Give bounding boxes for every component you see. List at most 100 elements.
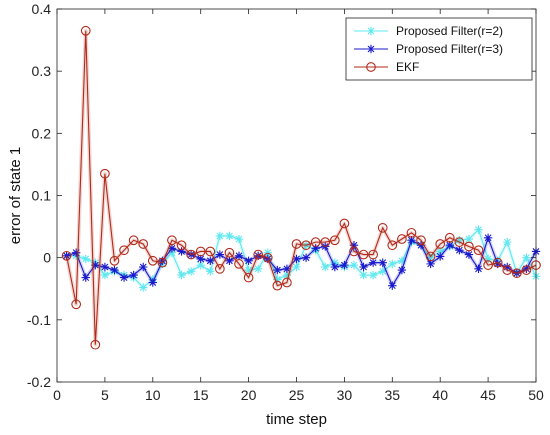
x-tick-label: 50 [528, 387, 544, 403]
legend: Proposed Filter(r=2) Proposed Filter(r=3)… [345, 17, 533, 81]
series-1-point [215, 231, 225, 241]
legend-item: EKF [354, 60, 419, 74]
series-3-point [291, 239, 302, 249]
series-3-point [329, 235, 340, 246]
series-2-point [225, 256, 234, 265]
series-3-point [349, 246, 359, 257]
series-3-point [492, 257, 503, 268]
series-3-point [377, 222, 388, 233]
series-3-point [205, 246, 216, 257]
series-2-point [464, 250, 474, 259]
series-3-point [147, 255, 158, 266]
series-3-point [234, 259, 244, 269]
series-1-point [436, 247, 445, 256]
series-1-point [263, 248, 272, 257]
series-3-point [320, 237, 331, 247]
series-2-point [301, 253, 311, 262]
x-tick-label: 0 [53, 387, 61, 403]
series-3-point [521, 265, 532, 275]
series-3-point [157, 257, 168, 268]
legend-label: Proposed Filter(r=2) [396, 24, 503, 38]
series-1-point [225, 231, 234, 241]
series-3-point [282, 277, 292, 288]
legend-swatch-marker [366, 62, 376, 72]
series-2-point [148, 278, 157, 287]
y-tick-label: 0.3 [32, 63, 52, 79]
series-2-point [292, 254, 301, 264]
x-tick-label: 30 [337, 387, 353, 403]
series-3-point [406, 227, 417, 238]
series-3-point [483, 260, 493, 270]
series-2-point [177, 247, 186, 256]
series-3-point [425, 251, 436, 262]
series-1-point [474, 225, 483, 234]
series-1-point [368, 270, 378, 280]
series-1-point [359, 270, 368, 280]
series-2-point [416, 241, 426, 250]
series-2-point [522, 264, 531, 274]
series-2-point [119, 273, 129, 282]
series-2-point [158, 256, 167, 265]
series-2-point [311, 244, 320, 253]
x-tick-label: 15 [193, 387, 209, 403]
series-2-point [129, 270, 138, 280]
series-3-point [339, 218, 350, 229]
legend-swatch-marker [366, 26, 376, 36]
series-2-point [378, 258, 387, 267]
x-tick-label: 35 [385, 387, 401, 403]
series-2-point [273, 265, 282, 275]
series-2-point [100, 262, 110, 272]
series-2-point [368, 258, 378, 267]
series-3-point [358, 249, 369, 260]
series-2-point [340, 260, 349, 270]
series-3 [61, 25, 541, 350]
y-tick-label: -0.1 [27, 312, 51, 328]
series-1-point [186, 267, 196, 276]
series-3-point [464, 241, 474, 252]
series-3-point [128, 235, 139, 246]
series-1-point [273, 275, 282, 284]
series-1-point [234, 234, 244, 244]
y-tick-label: 0 [43, 250, 51, 266]
series-2-point [445, 241, 454, 250]
x-tick-label: 25 [289, 387, 305, 403]
series-3-point [262, 252, 273, 263]
series-2-point [139, 262, 148, 272]
x-tick-label: 10 [145, 387, 161, 403]
series-2-point [455, 246, 464, 255]
legend-item: Proposed Filter(r=2) [354, 24, 503, 38]
series-3-point [90, 339, 101, 350]
series-2-point [81, 273, 90, 282]
ticks-layer: 0 5 10 15 20 25 30 35 40 45 50 -0.2 -0.1 0 0.1 0.2 0.3 0.… [27, 1, 544, 403]
series-3-point [167, 235, 177, 246]
y-tick-label: 0.2 [32, 125, 52, 141]
series-2-point [474, 264, 483, 274]
x-axis-label: time step [266, 411, 327, 428]
series-1-point [321, 262, 330, 272]
series-1-point [253, 264, 263, 274]
legend-label: EKF [396, 60, 419, 74]
series-1-point [292, 262, 301, 272]
series-2-point [436, 252, 445, 261]
series-3-point [397, 234, 407, 244]
series-1-point [503, 237, 512, 247]
series-2-point [359, 262, 368, 272]
series-2-point [215, 250, 225, 259]
series-1-point [282, 270, 292, 280]
series-2-point [91, 260, 100, 270]
series-3-point [502, 265, 513, 275]
series-2-point [426, 259, 435, 269]
series-2-point [71, 248, 81, 257]
series-2-point [282, 264, 292, 274]
y-tick-label: -0.2 [27, 374, 51, 390]
series-1-point [388, 259, 397, 269]
series-2-point [167, 244, 177, 253]
series-2-point [110, 265, 119, 275]
series-3-point [272, 280, 283, 291]
series-2-point [196, 254, 205, 264]
series-3-point [511, 268, 522, 279]
series-2 [62, 233, 541, 290]
series-3-point [444, 232, 455, 243]
x-tick-label: 45 [480, 387, 496, 403]
series-3-point [215, 264, 225, 274]
